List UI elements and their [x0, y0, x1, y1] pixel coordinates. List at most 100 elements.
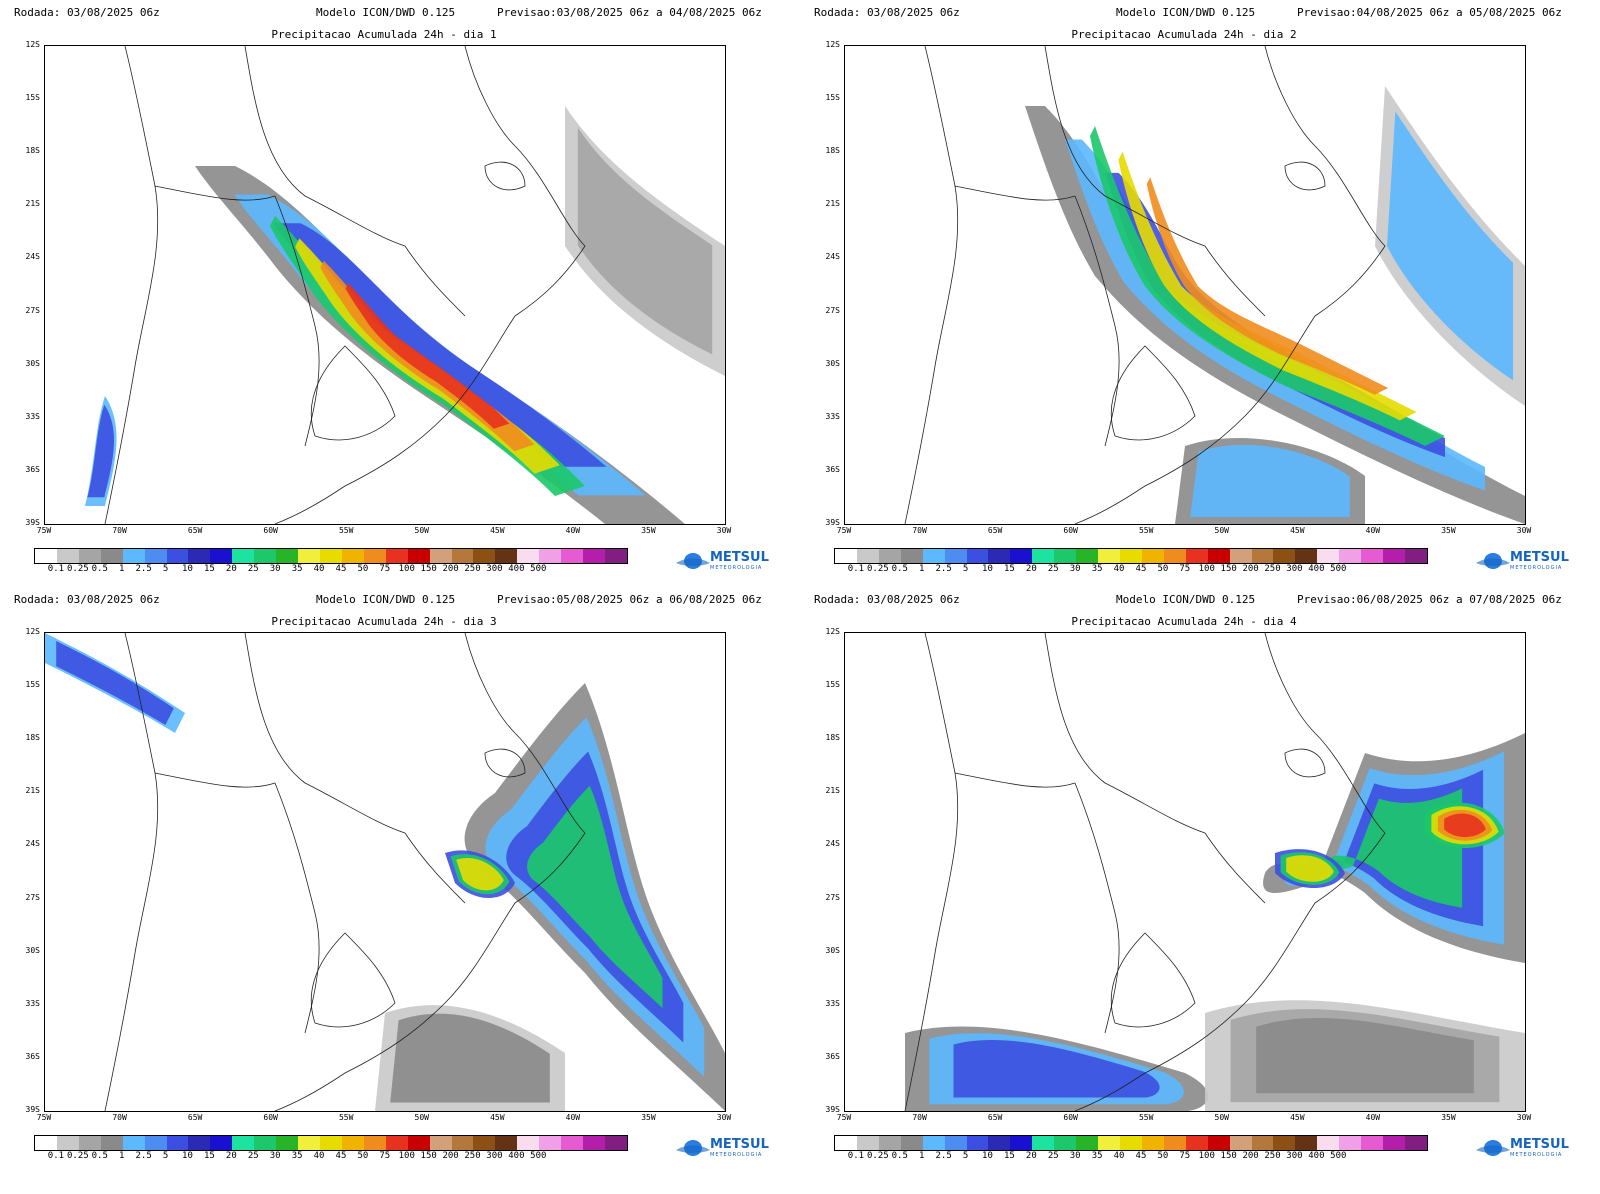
- colorbar-swatch: [1404, 1136, 1427, 1150]
- logo-name: METSUL: [710, 1137, 769, 1152]
- precip-area: [456, 857, 504, 891]
- colorbar-swatch: [604, 1136, 627, 1150]
- colorbar-swatch: [78, 1136, 101, 1150]
- colorbar-label: 40: [313, 1151, 325, 1161]
- colorbar-label: 0.25: [67, 1151, 89, 1161]
- colorbar-label: 150: [1220, 564, 1237, 574]
- lon-tick: 55W: [1138, 1113, 1154, 1122]
- lat-tick: 30S: [25, 945, 40, 955]
- colorbar-swatch: [878, 549, 901, 563]
- previsao-key: Previsao:: [497, 6, 557, 19]
- logo-sub: METEOROLOGIA: [710, 565, 763, 571]
- colorbar-label: 2.5: [935, 1151, 952, 1161]
- colorbar-label: 200: [442, 564, 459, 574]
- colorbar-label: 100: [1198, 564, 1215, 574]
- lat-tick: 18S: [25, 733, 40, 743]
- colorbar-swatch: [1361, 1136, 1384, 1150]
- precip-area: [1190, 444, 1350, 518]
- lon-tick: 75W: [36, 1113, 52, 1122]
- colorbar-label: 0.1: [47, 1151, 65, 1161]
- lat-tick: 33S: [825, 998, 840, 1008]
- rodada-value: 03/08/2025 06z: [60, 6, 160, 19]
- country-border: [904, 46, 959, 524]
- modelo-label: Modelo ICON/DWD 0.125: [316, 6, 456, 19]
- lon-tick: 35W: [641, 526, 656, 535]
- lon-tick: 60W: [263, 526, 278, 535]
- lon-tick: 35W: [641, 1113, 656, 1122]
- colorbar-label: 35: [291, 1151, 303, 1161]
- colorbar-swatch: [1076, 1136, 1099, 1150]
- lat-tick: 27S: [25, 892, 40, 902]
- country-border: [1284, 748, 1326, 778]
- country-border: [1044, 46, 1206, 247]
- colorbar-label: 250: [1264, 1151, 1281, 1161]
- colorbar-label: 0.25: [67, 564, 89, 574]
- country-border: [1074, 782, 1120, 1034]
- colorbar-label: 5: [162, 564, 169, 574]
- lat-tick: 33S: [25, 998, 40, 1008]
- globe-icon: [676, 1139, 710, 1156]
- colorbar-swatch: [1054, 549, 1077, 563]
- logo-name: METSUL: [1510, 550, 1569, 565]
- lat-tick: 12S: [825, 627, 840, 636]
- colorbar-label: 75: [379, 1151, 391, 1161]
- colorbar-swatch: [539, 549, 562, 563]
- previsao-label: Previsao:05/08/2025 06z a 06/08/2025 06z: [497, 593, 762, 606]
- lat-tick: 30S: [25, 358, 40, 368]
- country-border: [954, 185, 1076, 201]
- colorbar-swatch: [363, 1136, 386, 1150]
- map-canvas: [904, 633, 1525, 1111]
- lon-tick: 45W: [490, 1113, 505, 1122]
- colorbar-swatch: [495, 1136, 518, 1150]
- lat-tick: 36S: [825, 464, 840, 474]
- colorbar-swatch: [517, 1136, 540, 1150]
- lon-tick: 60W: [263, 1113, 278, 1122]
- colorbar-swatch: [1229, 549, 1252, 563]
- lon-tick: 65W: [987, 1113, 1003, 1122]
- colorbar-swatch: [1185, 549, 1208, 563]
- previsao-value: 06/08/2025 06z a 07/08/2025 06z: [1356, 593, 1562, 606]
- lat-tick: 21S: [825, 786, 840, 796]
- colorbar-label: 0.5: [91, 564, 108, 574]
- colorbar-swatch: [407, 1136, 430, 1150]
- colorbar-label: 1: [918, 564, 925, 574]
- precip-area: [87, 404, 115, 498]
- colorbar-swatch: [1383, 549, 1405, 563]
- rodada-label: Rodada: 03/08/2025 06z: [814, 6, 960, 19]
- country-border: [310, 345, 396, 441]
- previsao-label: Previsao:06/08/2025 06z a 07/08/2025 06z: [1297, 593, 1562, 606]
- colorbar-swatch: [363, 549, 386, 563]
- lon-tick: 30W: [1516, 526, 1532, 535]
- colorbar-label: 1: [118, 1151, 125, 1161]
- colorbar-swatch: [1098, 1136, 1120, 1150]
- country-border: [274, 46, 586, 524]
- lat-tick: 33S: [825, 411, 840, 421]
- precipitation-map: [844, 632, 1526, 1112]
- colorbar-swatch: [35, 549, 57, 563]
- colorbar-label: 400: [508, 1151, 525, 1161]
- lon-tick: 70W: [912, 526, 927, 535]
- colorbar: [834, 1135, 1428, 1151]
- lat-tick: 39S: [25, 518, 40, 527]
- lat-tick: 24S: [825, 839, 840, 849]
- colorbar-label: 45: [1135, 1151, 1147, 1161]
- previsao-key: Previsao:: [1297, 593, 1357, 606]
- precipitation-map: [44, 45, 726, 525]
- colorbar-swatch: [922, 549, 945, 563]
- colorbar-swatch: [517, 549, 540, 563]
- colorbar-label: 35: [1091, 564, 1103, 574]
- country-border: [1110, 345, 1196, 441]
- colorbar-label: 40: [313, 564, 325, 574]
- colorbar-swatch: [988, 549, 1011, 563]
- colorbar-label: 0.5: [91, 1151, 108, 1161]
- colorbar-swatch: [451, 1136, 474, 1150]
- country-border: [104, 633, 159, 1111]
- country-border: [904, 633, 959, 1111]
- colorbar-label: 500: [1330, 1151, 1347, 1161]
- lon-tick: 45W: [490, 526, 505, 535]
- colorbar-label: 30: [1069, 1151, 1081, 1161]
- colorbar-label: 250: [464, 564, 481, 574]
- precip-area: [1118, 151, 1417, 421]
- rodada-key: Rodada:: [814, 6, 861, 19]
- colorbar-swatch: [341, 549, 364, 563]
